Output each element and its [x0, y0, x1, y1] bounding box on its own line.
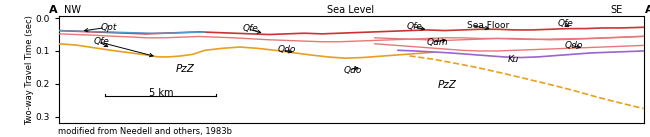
- Text: PzZ: PzZ: [437, 81, 456, 90]
- Text: Qpt: Qpt: [101, 23, 117, 32]
- Text: Ku: Ku: [508, 55, 519, 64]
- Text: SE: SE: [611, 5, 623, 15]
- Text: Sea Level: Sea Level: [328, 5, 374, 15]
- Y-axis label: Two-way Travel Time (sec): Two-way Travel Time (sec): [25, 15, 34, 125]
- Text: PzZ: PzZ: [176, 64, 194, 74]
- Text: Qfe: Qfe: [407, 22, 422, 31]
- Text: Sea Floor: Sea Floor: [467, 21, 509, 30]
- Text: Qfe: Qfe: [243, 24, 259, 33]
- Text: Qfe: Qfe: [558, 19, 574, 28]
- Text: Qfe: Qfe: [94, 37, 109, 46]
- Text: Qdo: Qdo: [344, 65, 362, 75]
- Text: A’: A’: [645, 5, 650, 15]
- Text: Qdo: Qdo: [278, 45, 296, 54]
- Text: 5 km: 5 km: [149, 88, 173, 98]
- Text: A: A: [49, 5, 58, 15]
- Text: NW: NW: [64, 5, 81, 15]
- Text: Qdo: Qdo: [565, 41, 584, 50]
- Text: Qdm: Qdm: [427, 38, 448, 47]
- Text: modified from Needell and others, 1983b: modified from Needell and others, 1983b: [58, 127, 233, 136]
